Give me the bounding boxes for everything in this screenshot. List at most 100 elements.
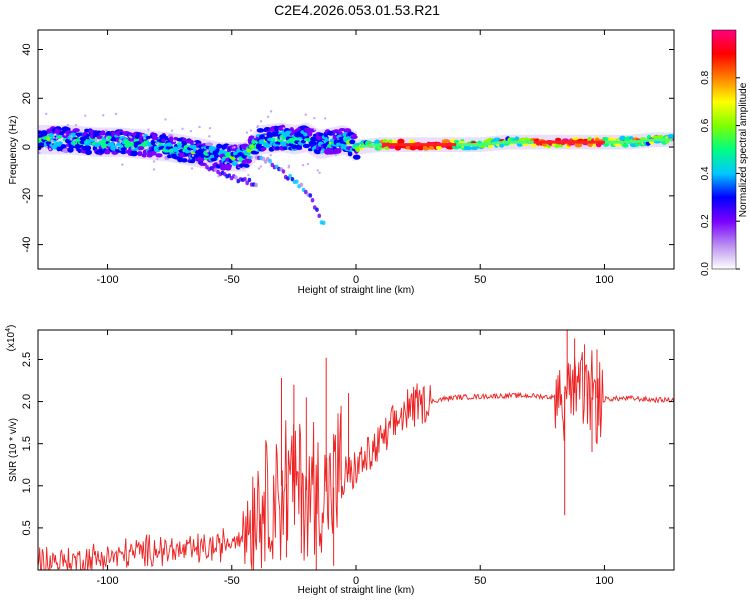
spectrogram-speckle: [156, 142, 160, 145]
spectrogram-speckle: [196, 147, 199, 151]
spectrogram-core: [382, 143, 386, 147]
spectrogram-speckle: [264, 134, 267, 138]
spectrogram-cell: [58, 141, 63, 146]
x-tick-label: 100: [595, 575, 613, 587]
spectrogram-core: [359, 145, 363, 149]
spectrogram-core: [579, 140, 583, 144]
spectrogram-cell: [247, 155, 253, 160]
spectrogram-core: [585, 140, 589, 144]
spectrogram-speckle: [257, 167, 261, 170]
snr-scale-factor: (x104): [5, 325, 17, 352]
spectrogram-speckle: [323, 117, 327, 120]
spectrogram-speckle: [73, 148, 77, 151]
spectrogram-core: [621, 140, 625, 144]
spectrogram-speckle: [256, 125, 260, 128]
spectrogram-speckle: [152, 168, 156, 171]
spectrogram-cell: [310, 136, 317, 143]
colorbar-tick-label: 0.8: [700, 70, 711, 84]
spectrogram-core: [388, 143, 392, 147]
spectrogram-speckle: [245, 131, 249, 134]
spectrogram-cell: [137, 151, 143, 157]
spectrogram-speckle: [99, 138, 102, 142]
spectrogram-branch-cell: [290, 177, 295, 182]
spectrogram-branch-cell: [321, 220, 326, 226]
spectrogram-core: [650, 138, 654, 142]
spectrogram-speckle: [94, 137, 98, 140]
spectrogram-cell: [256, 128, 265, 133]
spectrogram-speckle: [63, 133, 67, 136]
snr-scale-label: (x104): [5, 325, 17, 352]
spectrogram-cell: [318, 132, 324, 137]
spectrogram-core: [401, 143, 405, 147]
spectrogram-speckle: [313, 128, 316, 131]
spectrogram-core: [504, 140, 509, 144]
spectrogram-cell: [100, 143, 108, 149]
spectrogram-cell: [470, 146, 479, 151]
spectrogram-branch-cell: [288, 173, 292, 179]
spectrogram-halo: [56, 125, 62, 155]
spectrogram-core: [572, 140, 576, 144]
spectrogram-core: [559, 140, 563, 144]
spectrogram-speckle: [253, 135, 257, 139]
spectrogram-core: [617, 140, 622, 144]
spectrogram-core: [469, 143, 473, 147]
spectrogram-cell: [394, 144, 402, 151]
spectrogram-halo: [95, 127, 101, 157]
spectrogram-speckle: [196, 161, 199, 164]
spectrogram-core: [659, 138, 664, 142]
spectrogram-core: [511, 140, 515, 144]
x-tick-label: -100: [97, 575, 119, 587]
spectrogram-cell: [302, 143, 311, 149]
spectrogram-speckle: [73, 139, 76, 142]
spectrogram-speckle: [51, 140, 54, 143]
spectrogram-cell: [263, 126, 271, 131]
spectrogram-core: [630, 140, 634, 144]
y-tick-label: 2.0: [21, 394, 33, 409]
spectrogram-cell: [75, 132, 84, 137]
spectrogram-core: [614, 140, 618, 144]
colorbar: 0.0 0.2 0.4 0.6 0.8 Normalized spectral ampl…: [700, 29, 749, 276]
spectrogram-speckle: [102, 114, 105, 117]
colorbar-tick-label: 0.0: [700, 262, 711, 276]
spectrogram-core: [427, 143, 431, 147]
spectrogram-core: [633, 140, 638, 144]
spectrogram-core: [562, 140, 567, 144]
spectrogram-cell: [181, 158, 188, 163]
spectrogram-speckle: [84, 114, 87, 117]
spectrogram-speckle: [105, 129, 108, 132]
spectrogram-core: [365, 144, 370, 148]
spectrogram-core: [372, 143, 376, 147]
spectrogram-core: [449, 143, 454, 147]
spectrogram-speckle: [55, 137, 58, 140]
x-tick-label: 0: [353, 575, 359, 587]
spectrogram-core: [566, 140, 570, 144]
x-tick-label: -100: [97, 274, 119, 286]
spectrogram-cell: [337, 131, 343, 135]
spectrogram-speckle: [206, 149, 210, 152]
spectrogram-speckle: [189, 129, 193, 133]
spectrogram-core: [501, 140, 505, 144]
spectrogram-cell: [223, 163, 233, 169]
spectrogram-cell: [554, 143, 560, 149]
spectrogram-core: [666, 138, 670, 142]
spectrogram-core: [417, 143, 421, 147]
spectrogram-cell: [453, 139, 460, 144]
spectrogram-panel: -100 -50 0 50 100 -40 -20 0 20 40 Height of stra…: [8, 29, 675, 296]
spectrogram-cell: [243, 163, 250, 168]
spectrogram-speckle: [217, 174, 220, 178]
spectrogram-core: [624, 140, 628, 144]
colorbar-label: Normalized spectral amplitude: [738, 82, 749, 217]
spectrogram-speckle: [114, 112, 118, 116]
spectrogram-speckle: [334, 153, 338, 157]
spectrogram-core: [514, 140, 518, 144]
spectrogram-core: [385, 143, 389, 147]
spectrogram-speckle: [255, 148, 258, 152]
spectrogram-speckle: [247, 174, 250, 177]
spectrogram-speckle: [152, 160, 156, 163]
spectrogram-cell: [333, 147, 342, 154]
spectrogram-core: [592, 140, 596, 144]
spectrogram-speckle: [224, 161, 227, 165]
y-tick-label: 20: [21, 92, 33, 104]
spectrogram-cell: [45, 141, 52, 145]
spectrogram-cell: [397, 138, 405, 144]
